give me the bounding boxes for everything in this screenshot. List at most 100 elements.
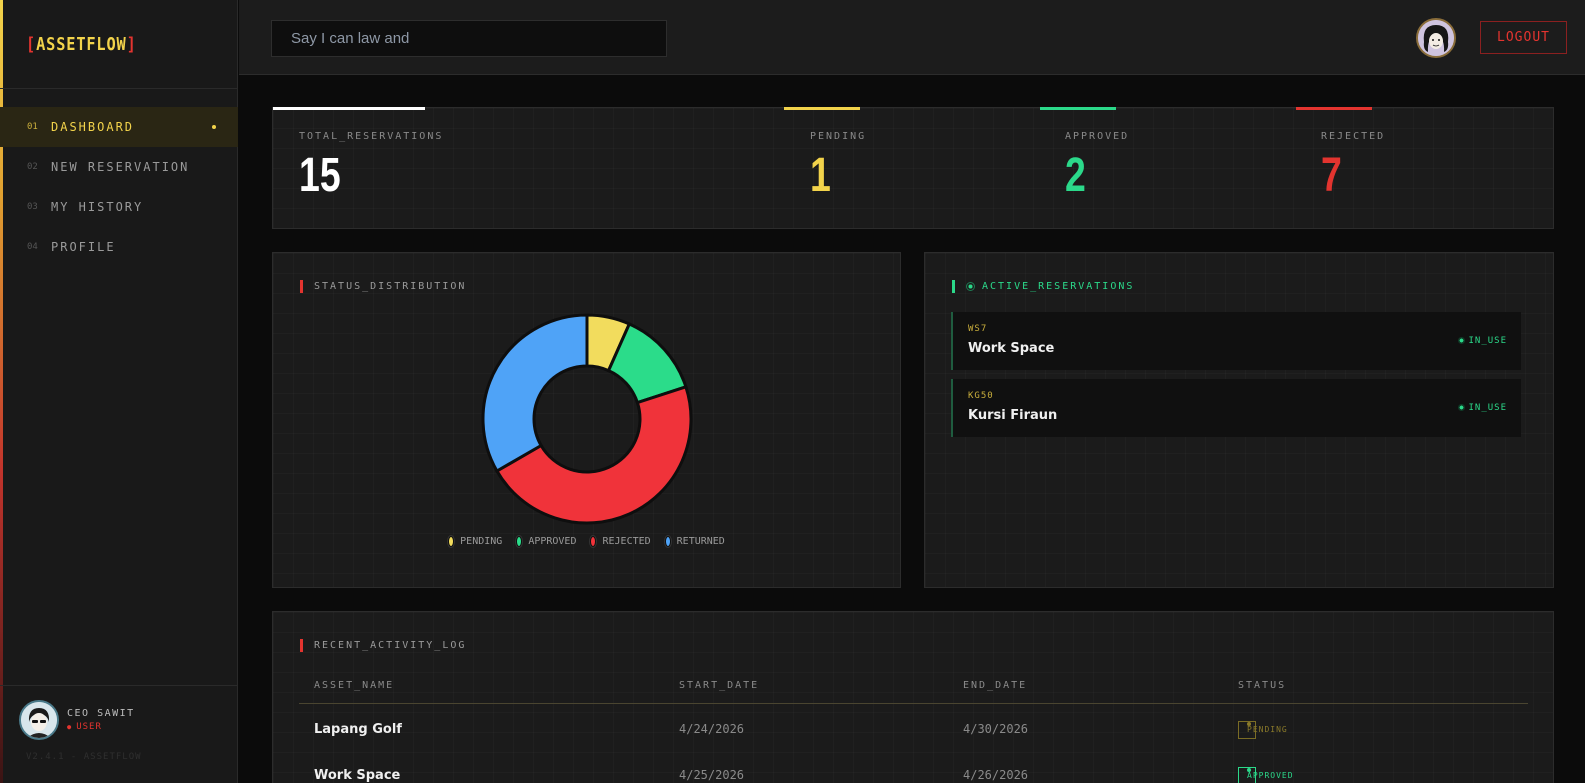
legend-swatch [663, 535, 672, 548]
divider [0, 685, 238, 686]
table-header: ASSET_NAME START_DATE END_DATE STATUS [299, 680, 1528, 704]
nav-item-new-reservation[interactable]: 02 NEW RESERVATION [0, 147, 238, 187]
reservation-status-text: IN_USE [1468, 336, 1507, 346]
donut-slice-returned[interactable] [481, 313, 589, 474]
legend-label: APPROVED [528, 536, 577, 547]
status-badge-text: APPROVED [1247, 771, 1294, 780]
nav-item-label: MY HISTORY [51, 200, 144, 214]
nav-item-number: 02 [27, 162, 38, 172]
stat-accent-line [1296, 107, 1372, 110]
sidebar-accent-bar [0, 0, 3, 783]
legend-item-rejected[interactable]: REJECTED [589, 535, 651, 548]
panel-title: ACTIVE_RESERVATIONS [952, 280, 1135, 293]
avatar-icon [1418, 20, 1454, 56]
logo-bracket-left: [ [26, 34, 37, 55]
nav-item-number: 01 [27, 122, 38, 132]
status-dot-icon [1458, 404, 1466, 411]
column-header: START_DATE [679, 680, 760, 691]
nav-item-label: NEW RESERVATION [51, 160, 190, 174]
legend-item-pending[interactable]: PENDING [447, 535, 503, 548]
donut-chart [481, 313, 693, 525]
stat-accent-line [784, 107, 860, 110]
reservation-code: WS7 [968, 324, 988, 334]
sidebar: [ASSETFLOW] 01 DASHBOARD 02 NEW RESERVAT… [0, 0, 238, 783]
nav-item-label: DASHBOARD [51, 120, 135, 134]
status-badge-text: PENDING [1247, 725, 1288, 734]
user-card[interactable]: CEO SAWIT USER [19, 700, 135, 740]
nav-item-dashboard[interactable]: 01 DASHBOARD [0, 107, 238, 147]
stats-panel: TOTAL_RESERVATIONS 15 PENDING 1 APPROVED… [272, 107, 1554, 229]
status-badge: APPROVED [1238, 767, 1293, 783]
status-badge: PENDING [1238, 721, 1287, 739]
legend-swatch [589, 535, 598, 548]
legend-label: REJECTED [602, 536, 651, 547]
logo-text: ASSETFLOW [36, 34, 127, 55]
stat-label: REJECTED [1321, 131, 1386, 142]
stat-value: 15 [299, 149, 341, 202]
stat-label: APPROVED [1065, 131, 1130, 142]
cell-start-date: 4/25/2026 [679, 768, 745, 782]
search-input[interactable] [271, 20, 667, 57]
chart-legend: PENDING APPROVED REJECTED RETURNED [273, 535, 900, 548]
stat-value: 2 [1065, 149, 1086, 202]
reservation-card[interactable]: KG50 Kursi Firaun IN_USE [951, 379, 1521, 437]
stat-value: 7 [1321, 149, 1342, 202]
table-row[interactable]: Lapang Golf 4/24/2026 4/30/2026 PENDING [299, 721, 1528, 768]
active-dot-icon [212, 125, 216, 129]
cell-asset-name: Lapang Golf [314, 722, 402, 737]
legend-label: PENDING [460, 536, 503, 547]
stat-label: PENDING [810, 131, 867, 142]
table-row[interactable]: Work Space 4/25/2026 4/26/2026 APPROVED [299, 767, 1528, 783]
column-header: END_DATE [963, 680, 1028, 691]
reservation-status: IN_USE [1458, 336, 1507, 346]
nav-item-label: PROFILE [51, 240, 116, 254]
column-header: STATUS [1238, 680, 1287, 691]
legend-label: RETURNED [676, 536, 725, 547]
top-header: LOGOUT [239, 0, 1585, 75]
profile-avatar[interactable] [1416, 18, 1456, 58]
user-name: CEO SAWIT [67, 708, 135, 719]
stat-accent-line [273, 107, 425, 110]
user-role-badge: USER [67, 722, 135, 732]
nav-item-number: 03 [27, 202, 38, 212]
live-indicator-icon [966, 282, 975, 291]
legend-swatch [515, 535, 524, 548]
cell-start-date: 4/24/2026 [679, 722, 745, 736]
sidebar-nav: 01 DASHBOARD 02 NEW RESERVATION 03 MY HI… [0, 107, 238, 267]
panel-title-text: ACTIVE_RESERVATIONS [982, 281, 1135, 292]
panel-title: RECENT_ACTIVITY_LOG [300, 639, 466, 652]
avatar-icon [21, 702, 57, 738]
legend-item-returned[interactable]: RETURNED [663, 535, 725, 548]
app-logo[interactable]: [ASSETFLOW] [26, 34, 137, 55]
status-dot-icon [1247, 722, 1251, 726]
nav-item-number: 04 [27, 242, 38, 252]
cell-asset-name: Work Space [314, 768, 401, 783]
column-header: ASSET_NAME [314, 680, 395, 691]
cell-end-date: 4/30/2026 [963, 722, 1029, 736]
nav-item-my-history[interactable]: 03 MY HISTORY [0, 187, 238, 227]
legend-swatch [447, 535, 456, 548]
reservation-status: IN_USE [1458, 403, 1507, 413]
logout-button[interactable]: LOGOUT [1480, 21, 1567, 54]
divider [0, 88, 238, 89]
reservation-status-text: IN_USE [1468, 403, 1507, 413]
stat-value: 1 [810, 149, 831, 202]
legend-item-approved[interactable]: APPROVED [515, 535, 577, 548]
reservation-name: Kursi Firaun [968, 408, 1058, 423]
status-distribution-panel: STATUS_DISTRIBUTION PENDING APPROVED REJ… [272, 252, 901, 588]
reservation-card[interactable]: WS7 Work Space IN_USE [951, 312, 1521, 370]
reservation-code: KG50 [968, 391, 994, 401]
stat-label: TOTAL_RESERVATIONS [299, 131, 444, 142]
cell-end-date: 4/26/2026 [963, 768, 1029, 782]
status-dot-icon [1458, 337, 1466, 344]
logo-bracket-right: ] [126, 34, 137, 55]
version-text: V2.4.1 - ASSETFLOW [26, 752, 142, 762]
status-dot-icon [1247, 768, 1251, 772]
reservation-name: Work Space [968, 341, 1055, 356]
stat-accent-line [1040, 107, 1116, 110]
nav-item-profile[interactable]: 04 PROFILE [0, 227, 238, 267]
user-avatar[interactable] [19, 700, 59, 740]
donut-slice-rejected[interactable] [494, 384, 693, 525]
activity-log-panel: RECENT_ACTIVITY_LOG ASSET_NAME START_DAT… [272, 611, 1554, 783]
active-reservations-panel: ACTIVE_RESERVATIONS WS7 Work Space IN_US… [924, 252, 1554, 588]
